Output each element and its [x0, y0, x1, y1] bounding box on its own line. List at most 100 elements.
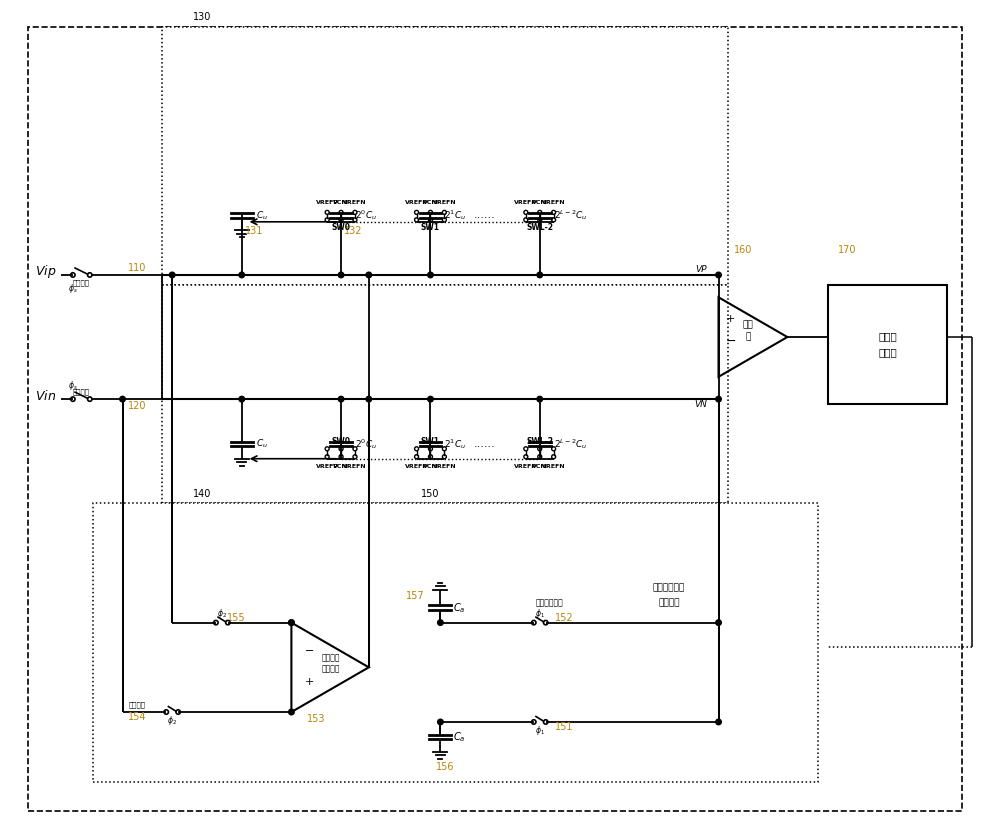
Text: VN: VN [694, 399, 707, 409]
Bar [93, 504, 818, 781]
Text: $2^0C_u$: $2^0C_u$ [355, 208, 377, 223]
Circle shape [716, 719, 721, 725]
Text: $\phi_2$: $\phi_2$ [167, 715, 177, 727]
Text: 采样开关: 采样开关 [72, 279, 89, 286]
Text: VREFN: VREFN [542, 200, 565, 205]
Circle shape [428, 396, 433, 402]
Text: VREFN: VREFN [542, 465, 565, 470]
Text: VREFN: VREFN [343, 465, 367, 470]
Text: 156: 156 [436, 761, 455, 771]
Text: 器: 器 [746, 333, 751, 342]
Text: VP: VP [695, 265, 706, 274]
Text: 及差采样开关: 及差采样开关 [536, 598, 564, 607]
Text: VREFP: VREFP [316, 465, 339, 470]
Circle shape [120, 396, 125, 402]
Text: VREFP: VREFP [405, 465, 428, 470]
Text: 140: 140 [193, 490, 211, 500]
Text: VCM: VCM [333, 200, 349, 205]
Text: 益放大器: 益放大器 [322, 665, 340, 674]
Text: $C_a$: $C_a$ [453, 730, 466, 744]
Text: $-$: $-$ [725, 334, 736, 346]
Circle shape [716, 396, 721, 402]
Text: VREFN: VREFN [433, 200, 456, 205]
Text: VCM: VCM [532, 465, 548, 470]
Circle shape [289, 620, 294, 626]
Text: VCM: VCM [532, 200, 548, 205]
Text: 制逻辑: 制逻辑 [878, 348, 897, 358]
Text: $2^1C_u$: $2^1C_u$ [444, 437, 466, 450]
Circle shape [289, 620, 294, 626]
Text: $\phi_1$: $\phi_1$ [535, 725, 545, 737]
Circle shape [438, 620, 443, 626]
Text: $2^1C_u$: $2^1C_u$ [444, 208, 466, 223]
Circle shape [338, 396, 344, 402]
Text: $\phi_1$: $\phi_1$ [535, 607, 545, 620]
Text: 152: 152 [555, 613, 574, 623]
Text: $\phi_s$: $\phi_s$ [68, 283, 78, 295]
Text: 采样开关: 采样开关 [72, 389, 89, 395]
Text: $-$: $-$ [304, 645, 314, 655]
Text: VCM: VCM [423, 200, 438, 205]
Text: 反馈开关: 反馈开关 [129, 701, 146, 708]
Text: $Vin$: $Vin$ [35, 389, 56, 403]
Text: VREFP: VREFP [405, 200, 428, 205]
Text: 132: 132 [344, 226, 363, 236]
Circle shape [438, 719, 443, 725]
Text: 可编程增: 可编程增 [322, 653, 340, 662]
Text: SW1: SW1 [421, 437, 440, 446]
Text: 131: 131 [245, 226, 263, 236]
Text: 154: 154 [128, 712, 147, 722]
Text: 比较: 比较 [743, 320, 754, 329]
Text: ......: ...... [474, 439, 496, 449]
Text: $2^{L-2}C_u$: $2^{L-2}C_u$ [554, 437, 587, 450]
Text: SWL-2: SWL-2 [526, 437, 553, 446]
Text: $C_a$: $C_a$ [453, 600, 466, 615]
Bar [828, 285, 947, 404]
Text: VREFN: VREFN [343, 200, 367, 205]
Text: 130: 130 [193, 12, 211, 22]
Text: 153: 153 [307, 714, 325, 724]
Text: $C_u$: $C_u$ [256, 209, 268, 222]
Text: VREFP: VREFP [514, 465, 537, 470]
Bar [162, 285, 728, 504]
Circle shape [366, 396, 372, 402]
Text: VCM: VCM [423, 465, 438, 470]
Text: VREFN: VREFN [433, 465, 456, 470]
Circle shape [428, 272, 433, 278]
Text: 反馈单元: 反馈单元 [658, 598, 680, 607]
Text: 160: 160 [734, 245, 753, 255]
Text: +: + [305, 677, 314, 687]
Text: +: + [726, 314, 735, 324]
Bar [162, 27, 728, 285]
Text: 120: 120 [128, 401, 147, 411]
Text: $2^{L-2}C_u$: $2^{L-2}C_u$ [554, 208, 587, 223]
Text: 155: 155 [227, 613, 246, 623]
Text: $Vip$: $Vip$ [35, 264, 57, 280]
Text: $\phi_s$: $\phi_s$ [68, 379, 78, 392]
Circle shape [537, 396, 543, 402]
Text: SW0: SW0 [332, 437, 351, 446]
Text: $C_u$: $C_u$ [256, 438, 268, 450]
Circle shape [537, 272, 543, 278]
Text: 110: 110 [128, 263, 147, 273]
Circle shape [289, 709, 294, 715]
Circle shape [239, 396, 245, 402]
Text: SWL-2: SWL-2 [526, 223, 553, 232]
Text: VREFP: VREFP [514, 200, 537, 205]
Text: ......: ...... [474, 210, 496, 220]
Circle shape [169, 272, 175, 278]
Text: VCM: VCM [333, 465, 349, 470]
Circle shape [338, 272, 344, 278]
Text: SW0: SW0 [332, 223, 351, 232]
Text: SW1: SW1 [421, 223, 440, 232]
Circle shape [716, 620, 721, 626]
Text: 151: 151 [555, 722, 574, 732]
Circle shape [366, 272, 372, 278]
Text: $\phi_2$: $\phi_2$ [217, 607, 227, 620]
Circle shape [239, 272, 245, 278]
Text: 170: 170 [838, 245, 857, 255]
Text: 157: 157 [406, 590, 425, 600]
Text: 数字控: 数字控 [878, 332, 897, 342]
Text: VREFP: VREFP [316, 200, 339, 205]
Circle shape [716, 272, 721, 278]
